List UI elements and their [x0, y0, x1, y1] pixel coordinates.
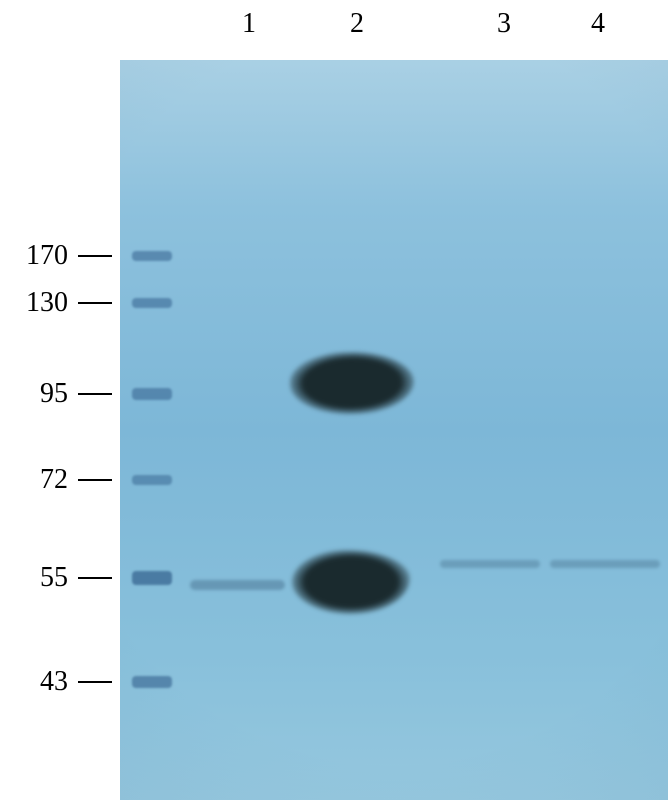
- lane-label-3: 3: [497, 8, 511, 40]
- mw-tick-170: [78, 255, 112, 257]
- mw-label-72: 72: [0, 464, 68, 496]
- mw-label-95: 95: [0, 378, 68, 410]
- mw-tick-130: [78, 302, 112, 304]
- ladder-band-95: [132, 388, 172, 400]
- mw-label-130: 130: [0, 287, 68, 319]
- mw-label-170: 170: [0, 240, 68, 272]
- lane4-55-band: [550, 560, 660, 568]
- mw-label-43: 43: [0, 666, 68, 698]
- blot-membrane: [120, 60, 668, 800]
- ladder-band-72: [132, 475, 172, 485]
- ladder-band-170: [132, 251, 172, 261]
- mw-tick-95: [78, 393, 112, 395]
- ladder-band-55: [132, 571, 172, 585]
- lane-label-1: 1: [242, 8, 256, 40]
- lane-label-2: 2: [350, 8, 364, 40]
- lane2-lower-band: [292, 550, 410, 614]
- mw-tick-72: [78, 479, 112, 481]
- lane2-upper-band: [289, 351, 414, 415]
- mw-tick-55: [78, 577, 112, 579]
- lane1-55-band: [190, 580, 285, 590]
- mw-tick-43: [78, 681, 112, 683]
- lane3-55-band: [440, 560, 540, 568]
- ladder-band-43: [132, 676, 172, 688]
- mw-label-55: 55: [0, 562, 68, 594]
- lane-label-4: 4: [591, 8, 605, 40]
- ladder-band-130: [132, 298, 172, 308]
